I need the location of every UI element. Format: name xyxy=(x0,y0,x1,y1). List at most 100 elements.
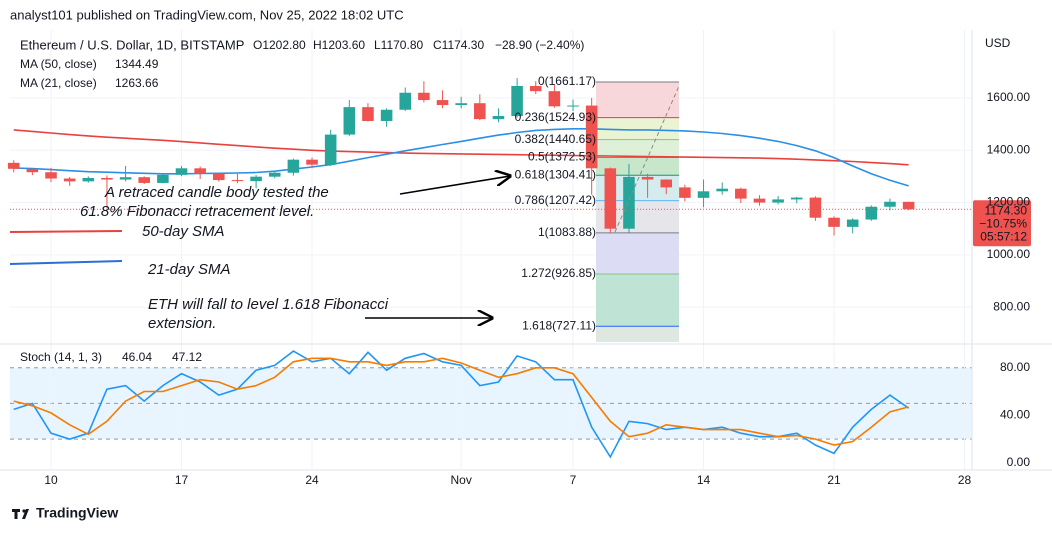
candle-body xyxy=(474,103,486,120)
line-series xyxy=(13,129,909,166)
y-tick-label: 80.00 xyxy=(1000,360,1030,374)
publisher: analyst101 published on TradingView.com,… xyxy=(10,7,404,22)
x-tick-label: 14 xyxy=(697,473,711,487)
fib-zone xyxy=(596,232,679,274)
change-value: −28.90 (−2.40%) xyxy=(495,38,584,52)
candle-body xyxy=(101,177,113,180)
fib-zone xyxy=(596,139,679,158)
x-tick-label: 21 xyxy=(827,473,841,487)
candle-body xyxy=(194,168,206,174)
candle-body xyxy=(287,159,300,173)
candle-body xyxy=(846,219,859,227)
legend-line xyxy=(9,230,123,233)
ma50-legend: MA (50, close) xyxy=(20,57,97,71)
logo-icon xyxy=(22,509,26,513)
candle-body xyxy=(157,174,169,183)
candle-body xyxy=(790,197,803,200)
candle-body xyxy=(362,107,374,121)
candle-body xyxy=(735,188,747,199)
x-tick-label: 10 xyxy=(44,473,58,487)
y-tick-label: 1200.00 xyxy=(987,195,1031,209)
ohlc-value: L1170.80 xyxy=(374,38,423,52)
x-tick-label: 7 xyxy=(570,473,577,487)
line-series xyxy=(13,357,909,446)
fib-zone xyxy=(596,81,679,118)
annotation: 61.8% Fibonacci retracement level. xyxy=(80,203,314,220)
candle-body xyxy=(26,168,39,173)
x-tick-label: Nov xyxy=(450,473,471,487)
legend-value: 46.04 xyxy=(122,350,152,364)
candle-body xyxy=(585,105,598,169)
candle-body xyxy=(902,201,915,210)
annotation: ETH will fall to level 1.618 Fibonacci xyxy=(148,296,389,313)
fib-label: 0.618(1304.41) xyxy=(515,167,596,181)
ohlc-value: O1202.80 xyxy=(253,38,306,52)
candle-body xyxy=(697,191,710,198)
legend-line xyxy=(9,260,123,265)
candle-body xyxy=(119,177,132,180)
footer-brand: TradingView xyxy=(36,505,118,521)
line-series xyxy=(13,350,910,459)
candle-body xyxy=(7,162,20,169)
candle-body xyxy=(623,176,635,229)
ohlc-value: H1203.60 xyxy=(313,38,365,52)
candle-body xyxy=(138,177,151,183)
countdown: 05:57:12 xyxy=(980,229,1027,243)
candle-body xyxy=(492,116,505,120)
candle-body xyxy=(268,172,281,177)
ohlc-value: C1174.30 xyxy=(433,38,484,52)
y-tick-label: 1400.00 xyxy=(987,142,1031,156)
candle-body xyxy=(548,91,561,107)
candle-body xyxy=(63,178,76,182)
last-price-box xyxy=(973,200,1031,247)
x-tick-label: 24 xyxy=(305,473,319,487)
candle-body xyxy=(884,201,896,207)
candle-body xyxy=(529,85,542,92)
fib-label: 0.5(1372.53) xyxy=(528,150,596,164)
annotation: 21-day SMA xyxy=(147,261,231,278)
y-tick-label: 800.00 xyxy=(993,299,1030,313)
candle-body xyxy=(45,172,57,179)
candle-body xyxy=(175,168,188,175)
last-price: 1174.30 xyxy=(985,203,1028,217)
fib-label: 0.382(1440.65) xyxy=(515,132,596,146)
ma21-legend: MA (21, close) xyxy=(20,76,97,90)
fib-label: 1.618(727.11) xyxy=(522,318,596,332)
marks xyxy=(7,78,1031,459)
legend-value: 1263.66 xyxy=(115,76,159,90)
fib-label: 0.786(1207.42) xyxy=(515,193,596,207)
candle-body xyxy=(828,217,840,227)
fib-zone xyxy=(596,273,679,327)
y-tick-label: 0.00 xyxy=(1007,455,1031,469)
candle-body xyxy=(772,199,784,203)
fib-label: 0(1661.17) xyxy=(538,74,596,88)
last-price-change: −10.75% xyxy=(979,216,1027,230)
candle-body xyxy=(418,92,430,101)
candle-body xyxy=(511,85,523,117)
candle-body xyxy=(679,187,691,198)
candle-body xyxy=(716,188,728,192)
logo xyxy=(12,509,29,519)
candle-body xyxy=(399,92,412,110)
annotation: A retraced candle body tested the xyxy=(104,184,329,201)
y-axis-label: USD xyxy=(985,36,1011,50)
candle-body xyxy=(250,176,262,182)
arrow xyxy=(399,176,510,195)
fib-zone xyxy=(596,157,679,176)
candle-body xyxy=(641,176,654,180)
candle-body xyxy=(343,107,356,135)
labels: analyst101 published on TradingView.com,… xyxy=(10,7,1030,487)
candle-body xyxy=(436,100,449,106)
candle-body xyxy=(865,206,878,220)
logo-icon xyxy=(12,509,29,519)
symbol-title: Ethereum / U.S. Dollar, 1D, BITSTAMP xyxy=(20,37,244,52)
candle-body xyxy=(567,105,579,107)
candle-body xyxy=(604,168,617,229)
x-tick-label: 28 xyxy=(958,473,972,487)
candle-body xyxy=(213,173,225,181)
candle-body xyxy=(306,159,318,165)
candle-body xyxy=(82,177,95,182)
y-tick-label: 1000.00 xyxy=(987,247,1031,261)
stoch-legend: Stoch (14, 1, 3) xyxy=(20,350,102,364)
